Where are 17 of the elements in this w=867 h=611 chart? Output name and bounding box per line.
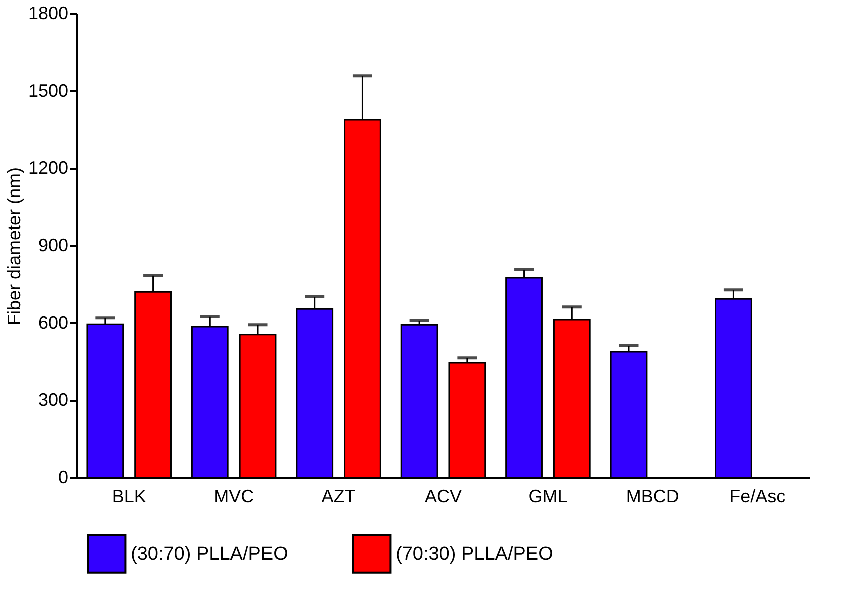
y-tick-label: 300 — [38, 390, 68, 410]
x-tick-label: MVC — [214, 486, 254, 506]
x-tick-label: MBCD — [626, 486, 680, 506]
y-tick-label: 0 — [58, 468, 68, 488]
legend-label: (30:70) PLLA/PEO — [131, 544, 288, 566]
x-tick-label: Fe/Asc — [730, 486, 786, 506]
y-tick-label: 900 — [38, 236, 68, 256]
y-tick-label: 1800 — [28, 4, 68, 24]
y-tick-label: 1200 — [28, 158, 68, 178]
x-tick-label: ACV — [424, 486, 462, 506]
x-tick-label: BLK — [112, 486, 146, 506]
legend-label: (70:30) PLLA/PEO — [396, 544, 554, 566]
x-tick-label: GML — [528, 486, 568, 506]
y-tick-label: 600 — [38, 312, 68, 333]
x-tick-label: AZT — [322, 486, 356, 506]
y-axis-title: Fiber diameter (nm) — [4, 167, 24, 326]
y-tick-label: 1500 — [28, 80, 68, 101]
